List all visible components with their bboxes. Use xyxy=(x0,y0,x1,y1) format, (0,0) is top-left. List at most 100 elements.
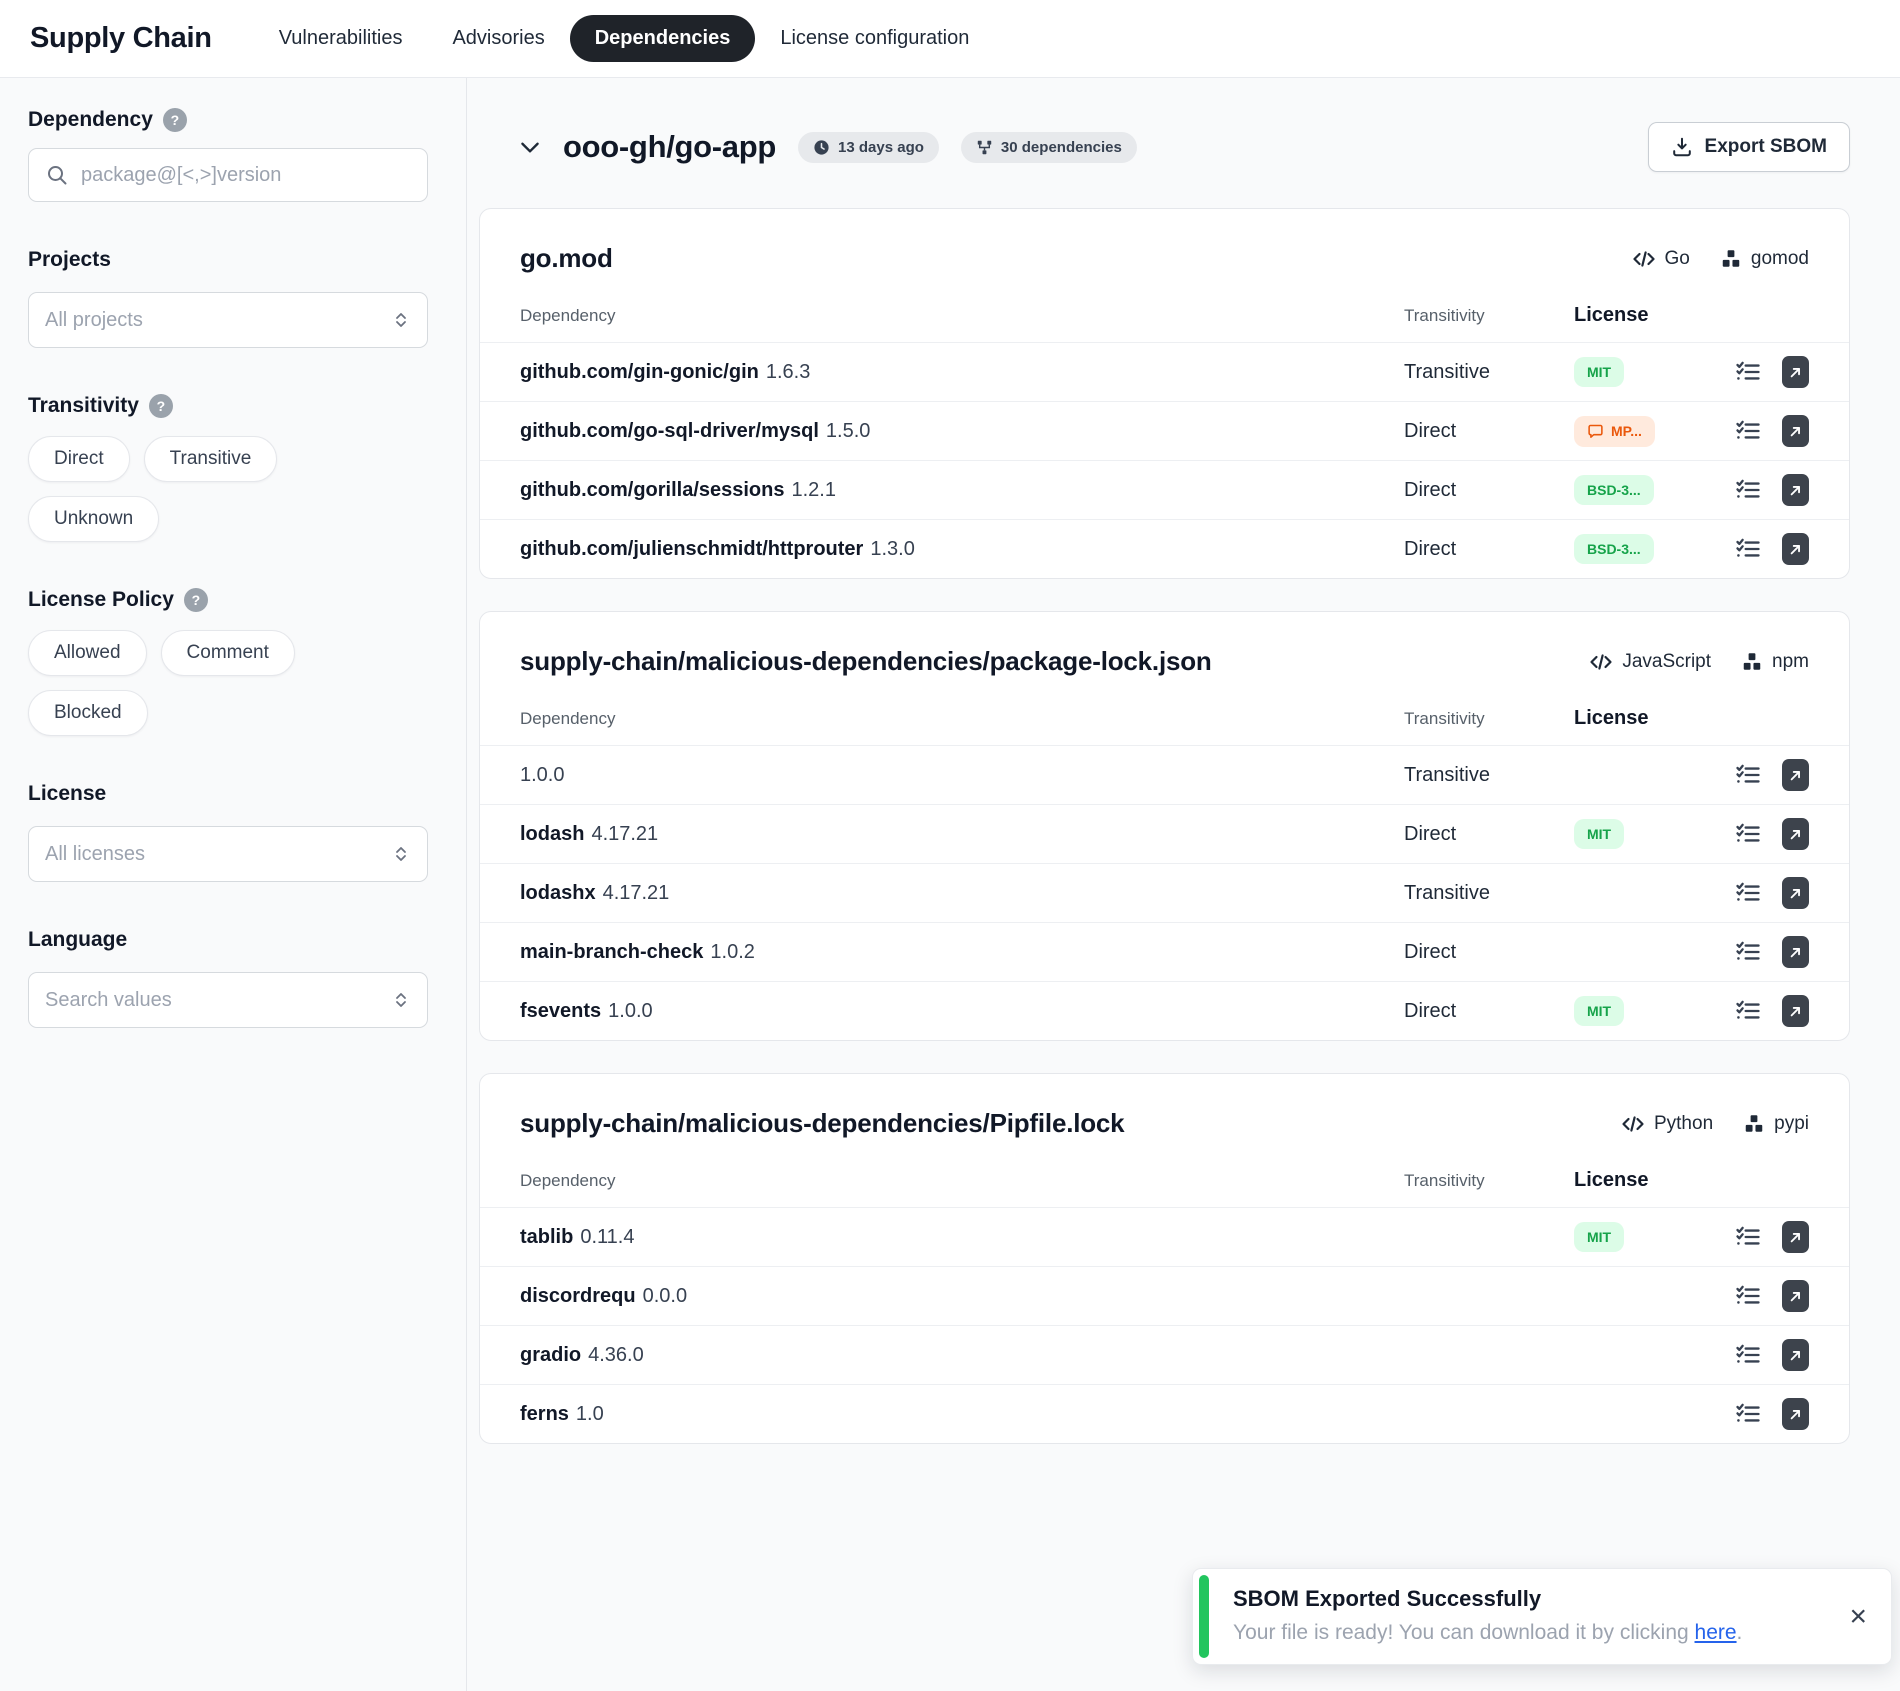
external-link-icon[interactable] xyxy=(1782,1339,1809,1371)
dependency-name: ferns xyxy=(520,1402,569,1425)
dependency-name: github.com/julienschmidt/httprouter xyxy=(520,537,864,560)
language-meta: Go xyxy=(1632,247,1690,271)
projects-label: Projects xyxy=(28,248,428,272)
transitivity-label-text: Transitivity xyxy=(28,394,139,417)
top-nav-tab[interactable]: License configuration xyxy=(755,15,994,62)
comment-bubble-icon xyxy=(1588,424,1603,438)
license-checklist-icon[interactable] xyxy=(1734,820,1762,848)
dependency-count-text: 30 dependencies xyxy=(1000,138,1122,156)
ecosystem-meta: pypi xyxy=(1743,1113,1809,1135)
column-license: License xyxy=(1574,1169,1649,1191)
external-link-icon[interactable] xyxy=(1782,759,1809,791)
dependency-cards: go.mod Go gomod Dependency Transitivity … xyxy=(479,208,1850,1444)
dependency-search-input[interactable] xyxy=(81,163,411,187)
license-cell: MIT xyxy=(1574,996,1734,1026)
license-badge[interactable]: BSD-3... xyxy=(1574,475,1654,505)
transitivity-value: Direct xyxy=(1404,537,1457,560)
license-checklist-icon[interactable] xyxy=(1734,1400,1762,1428)
external-link-icon[interactable] xyxy=(1782,877,1809,909)
license-badge[interactable]: BSD-3... xyxy=(1574,534,1654,564)
projects-select[interactable]: All projects xyxy=(28,292,428,348)
help-icon[interactable]: ? xyxy=(148,394,173,418)
top-nav-tab[interactable]: Vulnerabilities xyxy=(254,15,428,62)
license-badge[interactable]: MIT xyxy=(1574,357,1625,387)
license-checklist-icon[interactable] xyxy=(1734,997,1762,1025)
license-checklist-icon[interactable] xyxy=(1734,938,1762,966)
top-bar: Supply Chain Vulnerabilities Advisories De… xyxy=(0,0,1900,78)
export-sbom-button[interactable]: Export SBOM xyxy=(1647,122,1850,172)
language-meta: JavaScript xyxy=(1589,650,1711,674)
license-badge-text: BSD-3... xyxy=(1587,541,1641,557)
transitivity-value: Direct xyxy=(1404,419,1457,442)
license-cell: BSD-3... xyxy=(1574,475,1734,505)
filter-pill[interactable]: Transitive xyxy=(143,436,278,482)
license-badge[interactable]: MIT xyxy=(1574,1222,1625,1252)
license-checklist-icon[interactable] xyxy=(1734,476,1762,504)
package-cubes-icon xyxy=(1722,249,1740,267)
transitivity-value: Direct xyxy=(1404,940,1457,963)
dependency-name: tablib xyxy=(520,1225,574,1248)
filter-pill[interactable]: Allowed xyxy=(28,630,147,676)
license-checklist-icon[interactable] xyxy=(1734,535,1762,563)
card-header: go.mod Go gomod xyxy=(480,209,1849,280)
filter-pill[interactable]: Direct xyxy=(28,436,130,482)
filter-pill[interactable]: Unknown xyxy=(28,496,160,542)
external-link-icon[interactable] xyxy=(1782,1221,1809,1253)
filter-pill[interactable]: Comment xyxy=(160,630,295,676)
help-icon[interactable]: ? xyxy=(183,588,208,612)
top-nav-tab[interactable]: Advisories xyxy=(427,15,569,62)
dependency-name-cell: 1.0.0 xyxy=(520,764,1404,787)
dependency-file-card: supply-chain/malicious-dependencies/Pipf… xyxy=(479,1073,1850,1444)
dependency-version: 1.2.1 xyxy=(791,478,836,501)
license-checklist-icon[interactable] xyxy=(1734,358,1762,386)
license-badge-text: MIT xyxy=(1587,1003,1612,1019)
license-cell: BSD-3... xyxy=(1574,534,1734,564)
toast-message-suffix: . xyxy=(1736,1621,1743,1644)
license-badge-text: MIT xyxy=(1587,364,1612,380)
transitivity-value: Direct xyxy=(1404,822,1457,845)
external-link-icon[interactable] xyxy=(1782,995,1809,1027)
dependency-version: 4.17.21 xyxy=(591,822,659,845)
dependency-name-cell: github.com/go-sql-driver/mysql 1.5.0 xyxy=(520,420,1404,443)
external-link-icon[interactable] xyxy=(1782,818,1809,850)
language-label-text: Language xyxy=(28,928,128,951)
external-link-icon[interactable] xyxy=(1782,356,1809,388)
external-link-icon[interactable] xyxy=(1782,1280,1809,1312)
updated-badge-text: 13 days ago xyxy=(838,138,924,156)
dependency-name: discordrequ xyxy=(520,1284,636,1307)
transitivity-pills: Direct Transitive Unknown xyxy=(28,436,328,542)
help-icon[interactable]: ? xyxy=(162,108,187,132)
license-checklist-icon[interactable] xyxy=(1734,1341,1762,1369)
toast-download-link[interactable]: here xyxy=(1694,1621,1737,1644)
license-checklist-icon[interactable] xyxy=(1734,1282,1762,1310)
toast-close-icon[interactable]: × xyxy=(1849,1599,1867,1633)
top-nav-tab[interactable]: Dependencies xyxy=(569,15,756,62)
collapse-project-button[interactable] xyxy=(511,128,549,166)
license-select[interactable]: All licenses xyxy=(28,826,428,882)
license-policy-pills: Allowed Comment Blocked xyxy=(28,630,328,736)
transitivity-value: Direct xyxy=(1404,999,1457,1022)
license-badge-text: MP... xyxy=(1611,423,1642,439)
license-badge[interactable]: MIT xyxy=(1574,819,1625,849)
license-checklist-icon[interactable] xyxy=(1734,1223,1762,1251)
row-actions xyxy=(1734,1398,1809,1430)
license-checklist-icon[interactable] xyxy=(1734,761,1762,789)
dependency-version: 1.0.0 xyxy=(520,763,565,786)
project-header: ooo-gh/go-app 13 days ago 30 dependencie… xyxy=(511,122,1850,172)
language-meta: Python xyxy=(1621,1112,1713,1136)
license-checklist-icon[interactable] xyxy=(1734,879,1762,907)
dependency-version: 1.0 xyxy=(575,1402,604,1425)
filter-pill[interactable]: Blocked xyxy=(28,690,148,736)
license-badge[interactable]: MIT xyxy=(1574,996,1625,1026)
external-link-icon[interactable] xyxy=(1782,415,1809,447)
language-select[interactable]: Search values xyxy=(28,972,428,1028)
license-checklist-icon[interactable] xyxy=(1734,417,1762,445)
column-dependency: Dependency xyxy=(520,1170,616,1190)
external-link-icon[interactable] xyxy=(1782,936,1809,968)
dependency-name-cell: github.com/julienschmidt/httprouter 1.3.0 xyxy=(520,538,1404,561)
external-link-icon[interactable] xyxy=(1782,474,1809,506)
license-badge[interactable]: MP... xyxy=(1574,415,1655,447)
dependency-version: 0.11.4 xyxy=(580,1225,635,1248)
external-link-icon[interactable] xyxy=(1782,1398,1809,1430)
external-link-icon[interactable] xyxy=(1782,533,1809,565)
